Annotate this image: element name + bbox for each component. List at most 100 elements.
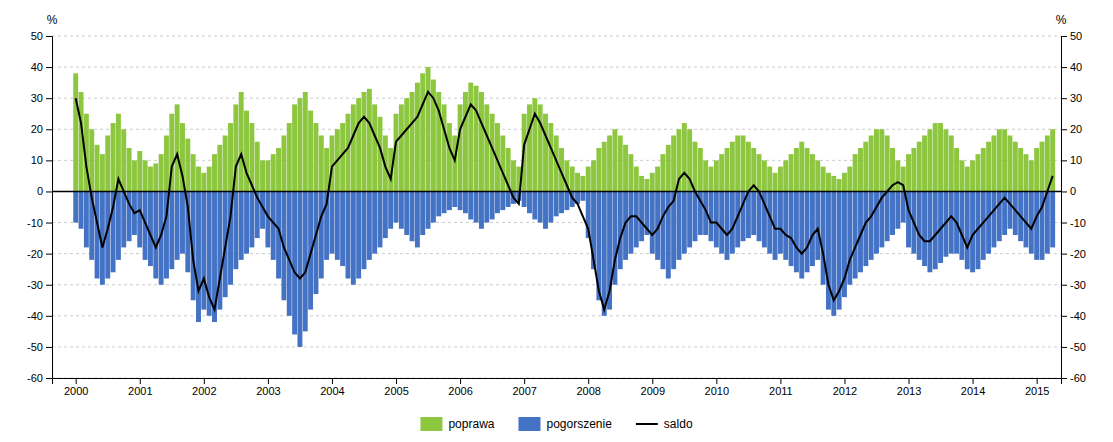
bar	[660, 154, 665, 191]
bar	[217, 145, 222, 192]
tick: 2015	[1025, 378, 1049, 397]
x-axis: 2000200120022003200420052006200720082009…	[53, 378, 1062, 397]
bar	[789, 154, 794, 191]
bar	[810, 191, 815, 266]
bar	[1034, 148, 1039, 192]
bar	[735, 135, 740, 191]
bar	[313, 123, 318, 191]
bar	[660, 191, 665, 269]
bar	[522, 191, 527, 207]
tick: 30	[31, 92, 52, 104]
tick: 2012	[833, 378, 857, 397]
bar	[933, 123, 938, 191]
bar	[965, 191, 970, 269]
tick-mark	[46, 347, 52, 348]
bar	[847, 167, 852, 192]
bar	[548, 123, 553, 191]
bar	[703, 160, 708, 191]
bar	[303, 92, 308, 191]
tick-label: 2010	[705, 385, 729, 397]
bar	[527, 191, 532, 213]
bar	[799, 142, 804, 192]
bar	[1018, 148, 1023, 192]
bar	[815, 160, 820, 191]
tick-label: -10	[1070, 217, 1086, 229]
bar	[111, 123, 116, 191]
bar	[789, 191, 794, 266]
bar	[367, 89, 372, 192]
bar	[714, 160, 719, 191]
legend-label: pogorszenie	[546, 417, 612, 431]
bar	[426, 191, 431, 228]
grid-line	[52, 129, 1061, 130]
tick-mark	[1061, 254, 1067, 255]
bar	[121, 191, 126, 247]
bar	[794, 191, 799, 272]
bar	[730, 142, 735, 192]
bar	[570, 167, 575, 192]
tick: 2004	[320, 378, 344, 397]
bar	[602, 191, 607, 315]
tick-label: -20	[27, 248, 43, 260]
tick: 20	[1061, 123, 1082, 135]
bar	[271, 154, 276, 191]
bar	[997, 129, 1002, 191]
bar	[153, 163, 158, 191]
bar	[511, 160, 516, 191]
bar	[452, 135, 457, 191]
tick-label: -50	[27, 341, 43, 353]
bar	[132, 160, 137, 191]
tick-mark	[396, 378, 397, 384]
bar	[404, 191, 409, 235]
bar	[148, 167, 153, 192]
tick: -40	[27, 310, 52, 322]
tick-mark	[1061, 191, 1067, 192]
bar-series	[73, 67, 1055, 191]
tick-mark	[909, 378, 910, 384]
tick-label: -60	[27, 372, 43, 384]
bar	[116, 191, 121, 259]
bar	[185, 139, 190, 192]
tick: 50	[1061, 30, 1082, 42]
bar	[468, 83, 473, 192]
bar	[95, 145, 100, 192]
bar	[1040, 142, 1045, 192]
bar	[175, 191, 180, 259]
bar	[233, 191, 238, 269]
bar	[805, 191, 810, 272]
tick-label: 40	[31, 61, 43, 73]
tick-mark	[332, 378, 333, 384]
bar	[474, 191, 479, 222]
tick-label: -50	[1070, 341, 1086, 353]
bar	[399, 104, 404, 191]
bar	[853, 154, 858, 191]
bar	[410, 191, 415, 241]
tick-mark	[46, 316, 52, 317]
bar	[196, 167, 201, 192]
bar	[623, 145, 628, 192]
bar	[463, 92, 468, 191]
bar	[527, 104, 532, 191]
bar	[869, 191, 874, 259]
bar	[794, 148, 799, 192]
bar	[986, 191, 991, 253]
bar	[805, 148, 810, 192]
plot-area	[52, 67, 1061, 347]
bar	[1008, 135, 1013, 191]
bar	[372, 104, 377, 191]
bar	[362, 191, 367, 269]
legend: poprawapogorszeniesaldo	[420, 417, 692, 431]
line	[76, 92, 1053, 310]
bar	[783, 160, 788, 191]
bar	[917, 191, 922, 259]
bar	[1024, 154, 1029, 191]
tick-mark	[524, 378, 525, 384]
tick-mark	[1061, 129, 1067, 130]
bar	[890, 191, 895, 235]
tick: 2002	[192, 378, 216, 397]
tick: 30	[1061, 92, 1082, 104]
bar	[239, 92, 244, 191]
bar	[297, 191, 302, 346]
bar	[666, 145, 671, 192]
bar	[276, 148, 281, 192]
